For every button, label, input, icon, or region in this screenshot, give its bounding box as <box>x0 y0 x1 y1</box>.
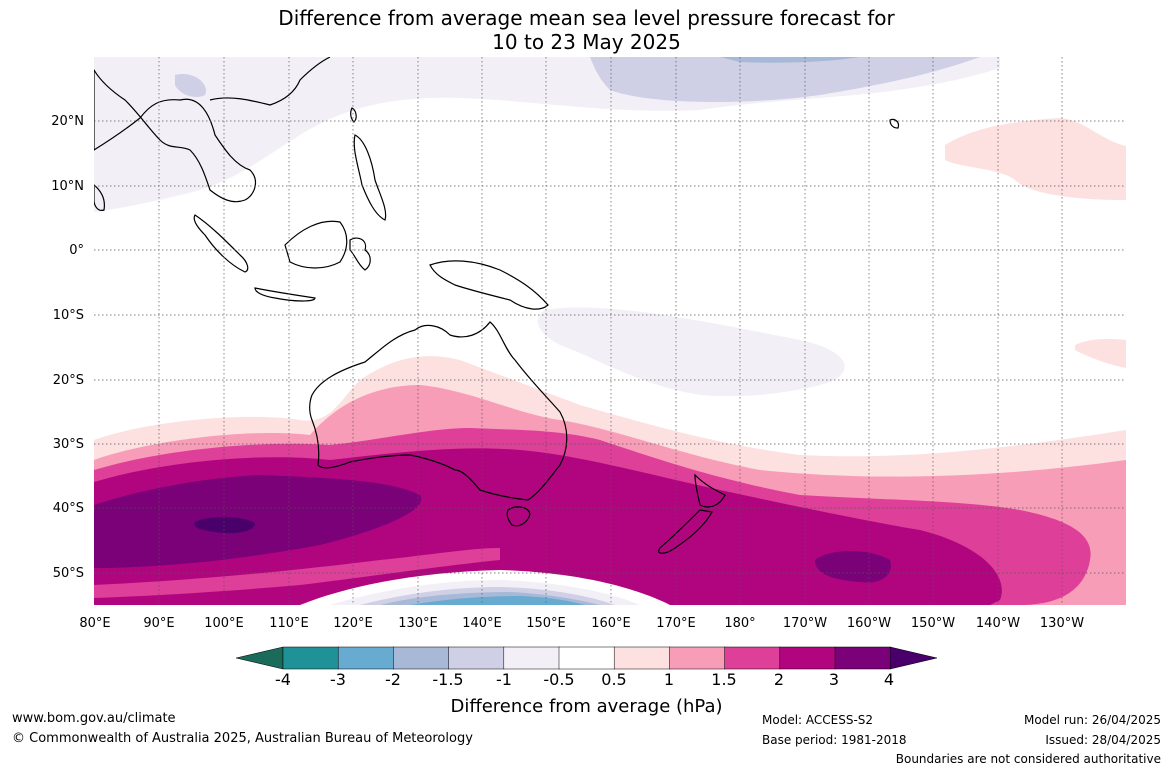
colorbar-swatch <box>724 646 781 670</box>
coastline-australia <box>309 321 568 501</box>
colorbar-swatch <box>613 646 671 670</box>
lon-label-140e: 140°E <box>462 616 502 631</box>
coastline-tasmania <box>506 506 531 527</box>
colorbar-label: 2 <box>773 670 785 689</box>
anomaly-band-positive-4 <box>194 516 255 534</box>
colorbar-label: -4 <box>275 670 291 689</box>
lon-label-90e: 90°E <box>143 616 174 631</box>
anomaly-band-positive-3 <box>94 475 422 568</box>
colorbar-label: -3 <box>330 670 346 689</box>
colorbar-swatch <box>282 646 339 670</box>
colorbar-label: -0.5 <box>543 670 575 689</box>
colorbar-extend-high <box>889 646 938 670</box>
coastline-sulawesi <box>349 237 371 271</box>
colorbar-swatch <box>448 646 505 670</box>
coastline-new-guinea <box>429 260 549 310</box>
contour-fields <box>94 57 1126 605</box>
anomaly-band-negative-2-south <box>410 596 585 605</box>
coastline-new-zealand-south <box>658 509 713 554</box>
lon-label-130e: 130°E <box>398 616 438 631</box>
lon-label-170w: 170°W <box>783 616 827 631</box>
colorbar-title: Difference from average (hPa) <box>450 696 723 717</box>
coastline-new-zealand-north <box>694 473 726 508</box>
coastline-philippines <box>353 134 387 221</box>
colorbar-label: 1.5 <box>711 670 737 689</box>
coastline-taiwan <box>350 107 357 123</box>
lon-label-130w: 130°W <box>1040 616 1084 631</box>
colorbar-extend-low <box>235 646 284 670</box>
coastlines <box>94 57 900 554</box>
colorbar-swatch <box>503 646 560 670</box>
anomaly-band-weak-negative-pacific <box>537 307 845 397</box>
colorbar-label: -1 <box>496 670 512 689</box>
coastline-china <box>209 57 331 106</box>
colorbar-label: 4 <box>883 670 895 689</box>
colorbar-swatch <box>669 646 726 670</box>
anomaly-band-weak-positive-south-pacific <box>1075 338 1126 368</box>
lat-label-30s: 30°S <box>53 437 84 452</box>
title-line-1: Difference from average mean sea level p… <box>278 6 895 30</box>
coastline-java <box>254 287 316 302</box>
colorbar-swatch <box>393 646 450 670</box>
lon-label-80e: 80°E <box>79 616 110 631</box>
lon-label-140w: 140°W <box>976 616 1020 631</box>
anomaly-band-positive-2-lower <box>94 548 500 598</box>
colorbar-label: 3 <box>828 670 840 689</box>
latitude-labels: 20°N 10°N 0° 10°S 20°S 30°S 40°S 50°S <box>51 114 84 581</box>
coastline-sumatra <box>193 214 249 273</box>
anomaly-band-weak-positive-east-pacific <box>945 118 1126 200</box>
lat-label-10s: 10°S <box>53 308 84 323</box>
colorbar-swatch <box>834 646 891 670</box>
lat-label-10n: 10°N <box>51 179 84 194</box>
colorbar <box>235 646 938 670</box>
longitude-labels: 80°E 90°E 100°E 110°E 120°E 130°E 140°E … <box>79 616 1084 631</box>
colorbar-label: 0.5 <box>601 670 627 689</box>
lat-label-20n: 20°N <box>51 114 84 129</box>
lon-label-160e: 160°E <box>591 616 631 631</box>
coastline-india <box>94 184 105 211</box>
anomaly-band-indochina-negative <box>175 74 206 97</box>
copyright-text: © Commonwealth of Australia 2025, Austra… <box>12 731 473 746</box>
colorbar-swatch <box>779 646 836 670</box>
lat-label-0: 0° <box>69 243 84 258</box>
lon-label-120e: 120°E <box>333 616 373 631</box>
issued-date: Issued: 28/04/2025 <box>1045 733 1161 747</box>
graticule <box>94 57 1126 605</box>
lat-label-20s: 20°S <box>53 373 84 388</box>
lat-label-50s: 50°S <box>53 566 84 581</box>
lon-label-170e: 170°E <box>656 616 696 631</box>
lon-label-110e: 110°E <box>269 616 309 631</box>
lon-label-100e: 100°E <box>204 616 244 631</box>
lon-label-180: 180° <box>724 616 755 631</box>
model-name: Model: ACCESS-S2 <box>762 713 874 727</box>
colorbar-label: -1.5 <box>432 670 464 689</box>
chart-title: Difference from average mean sea level p… <box>0 6 1173 54</box>
colorbar-swatch <box>337 646 395 670</box>
anomaly-band-strong-negative-north <box>720 57 860 63</box>
base-period: Base period: 1981-2018 <box>762 733 907 747</box>
colorbar-label: -2 <box>385 670 401 689</box>
lon-label-150e: 150°E <box>526 616 566 631</box>
colorbar-label: 1 <box>663 670 675 689</box>
anomaly-band-positive-3-east <box>815 551 891 583</box>
lon-label-150w: 150°W <box>911 616 955 631</box>
boundary-disclaimer: Boundaries are not considered authoritat… <box>895 752 1161 766</box>
website-link[interactable]: www.bom.gov.au/climate <box>12 711 176 726</box>
coastline-indochina <box>94 68 257 203</box>
anomaly-band-moderate-negative-north <box>590 57 980 102</box>
coastline-hawaii <box>889 118 900 129</box>
lon-label-160w: 160°W <box>847 616 891 631</box>
title-line-2: 10 to 23 May 2025 <box>492 30 681 54</box>
model-run-date: Model run: 26/04/2025 <box>1023 713 1161 727</box>
lat-label-40s: 40°S <box>53 501 84 516</box>
coastline-borneo <box>284 220 348 269</box>
colorbar-swatch <box>558 646 615 670</box>
